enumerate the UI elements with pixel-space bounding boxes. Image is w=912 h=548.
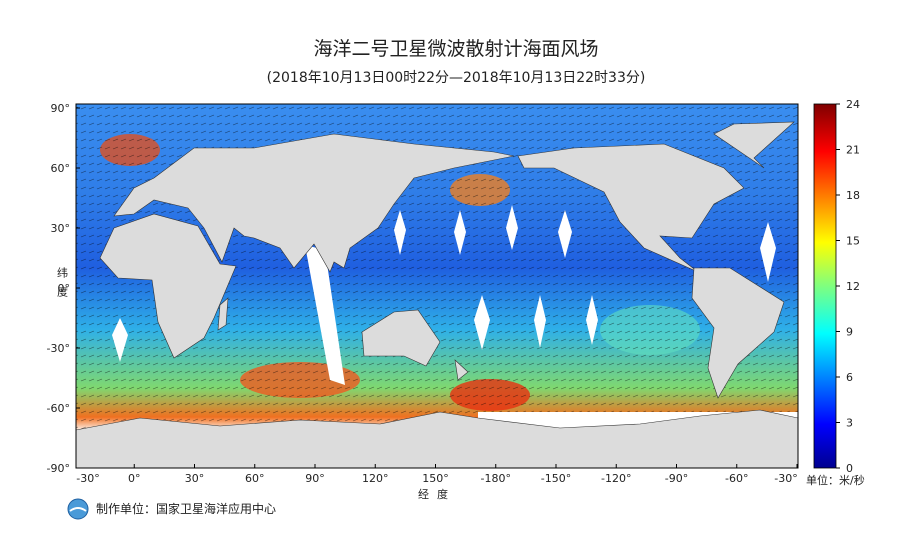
lat-label: 0° bbox=[58, 282, 71, 295]
lon-label: -150° bbox=[541, 472, 571, 485]
lon-label: -60° bbox=[725, 472, 748, 485]
lat-label: -30° bbox=[47, 342, 70, 355]
lon-label: 60° bbox=[245, 472, 265, 485]
colorbar-tick-label: 18 bbox=[846, 189, 860, 202]
lon-label: -120° bbox=[601, 472, 631, 485]
x-axis-label: 经度 bbox=[418, 487, 456, 501]
credit: 制作单位：国家卫星海洋应用中心 bbox=[96, 501, 276, 516]
title: 海洋二号卫星微波散射计海面风场 bbox=[313, 38, 598, 60]
colorbar-tick-label: 0 bbox=[846, 462, 853, 475]
lon-label: 90° bbox=[305, 472, 325, 485]
colorbar-tick-label: 24 bbox=[846, 98, 860, 111]
lon-label: 120° bbox=[362, 472, 389, 485]
lon-label: -30° bbox=[76, 472, 99, 485]
lat-label: 60° bbox=[51, 162, 71, 175]
lon-label: -30° bbox=[774, 472, 797, 485]
subtitle: (2018年10月13日00时22分—2018年10月13日22时33分) bbox=[267, 70, 646, 86]
lat-label: -60° bbox=[47, 402, 70, 415]
land bbox=[76, 121, 798, 468]
map-area bbox=[76, 104, 798, 468]
colorbar-tick-label: 3 bbox=[846, 417, 853, 430]
colorbar-tick-label: 6 bbox=[846, 371, 853, 384]
colorbar bbox=[813, 103, 837, 469]
y-axis-label: 纬度 bbox=[56, 267, 69, 305]
colorbar-unit: 单位：米/秒 bbox=[806, 473, 865, 487]
lon-label: 150° bbox=[422, 472, 449, 485]
lat-label: 30° bbox=[51, 222, 71, 235]
lat-label: 90° bbox=[51, 102, 71, 115]
colorbar-tick-label: 15 bbox=[846, 235, 860, 248]
colorbar-tick-label: 21 bbox=[846, 144, 860, 157]
lon-label: 0° bbox=[128, 472, 141, 485]
colorbar-tick-label: 12 bbox=[846, 280, 860, 293]
lon-label: -180° bbox=[481, 472, 511, 485]
lat-label: -90° bbox=[47, 462, 70, 475]
colorbar-tick-label: 9 bbox=[846, 326, 853, 339]
lon-label: -90° bbox=[665, 472, 688, 485]
lon-label: 30° bbox=[185, 472, 205, 485]
map-frame bbox=[75, 103, 799, 469]
